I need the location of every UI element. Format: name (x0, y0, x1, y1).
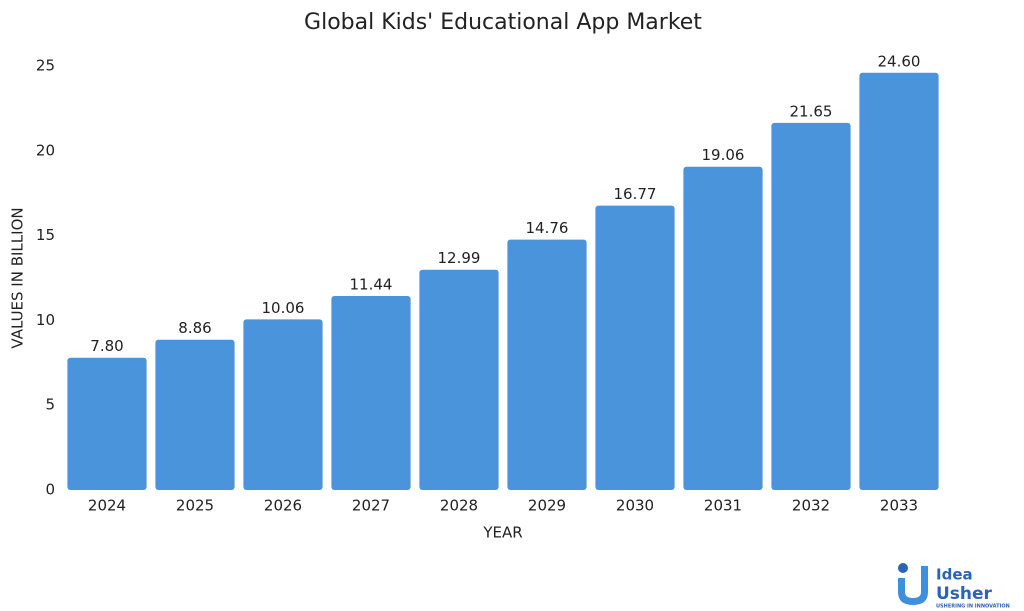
value-label: 19.06 (702, 146, 745, 164)
chart-title: Global Kids' Educational App Market (304, 10, 702, 35)
y-tick-label: 25 (36, 57, 55, 75)
x-tick-label: 2030 (616, 497, 654, 515)
value-label: 14.76 (526, 219, 569, 237)
logo-tagline: USHERING IN INNOVATION (936, 604, 1010, 610)
value-label: 11.44 (350, 275, 393, 293)
bar (419, 269, 499, 490)
value-label: 16.77 (614, 185, 657, 203)
bar (155, 339, 235, 490)
bar (771, 122, 851, 490)
y-tick-label: 15 (36, 226, 55, 244)
value-label: 10.06 (262, 299, 305, 317)
logo-dot (898, 563, 908, 573)
logo: Idea Usher USHERING IN INNOVATION (898, 563, 1010, 610)
x-tick-label: 2026 (264, 497, 302, 515)
x-tick-label: 2033 (880, 497, 918, 515)
x-tick-label: 2031 (704, 497, 742, 515)
value-label: 21.65 (790, 102, 833, 120)
value-label: 8.86 (178, 319, 211, 337)
y-tick-label: 10 (36, 311, 55, 329)
x-tick-label: 2027 (352, 497, 390, 515)
x-tick-label: 2025 (176, 497, 214, 515)
x-tick-label: 2028 (440, 497, 478, 515)
bar (595, 205, 675, 490)
bar (331, 295, 411, 490)
x-axis-label: YEAR (482, 524, 522, 542)
value-label: 12.99 (438, 249, 481, 267)
value-label: 24.60 (878, 52, 921, 70)
bar (859, 72, 939, 490)
bar (683, 166, 763, 490)
bar (507, 239, 587, 490)
y-tick-label: 0 (45, 481, 55, 499)
logo-icon (898, 566, 928, 605)
y-tick-label: 5 (45, 396, 55, 414)
x-tick-label: 2029 (528, 497, 566, 515)
value-label: 7.80 (90, 337, 123, 355)
y-axis-label: VALUES IN BILLION (9, 207, 27, 348)
x-tick-label: 2024 (88, 497, 126, 515)
logo-word1: Idea (936, 566, 973, 584)
bar (67, 357, 147, 490)
y-tick-label: 20 (36, 141, 55, 159)
bar (243, 319, 323, 490)
logo-word2: Usher (936, 584, 993, 604)
x-tick-label: 2032 (792, 497, 830, 515)
